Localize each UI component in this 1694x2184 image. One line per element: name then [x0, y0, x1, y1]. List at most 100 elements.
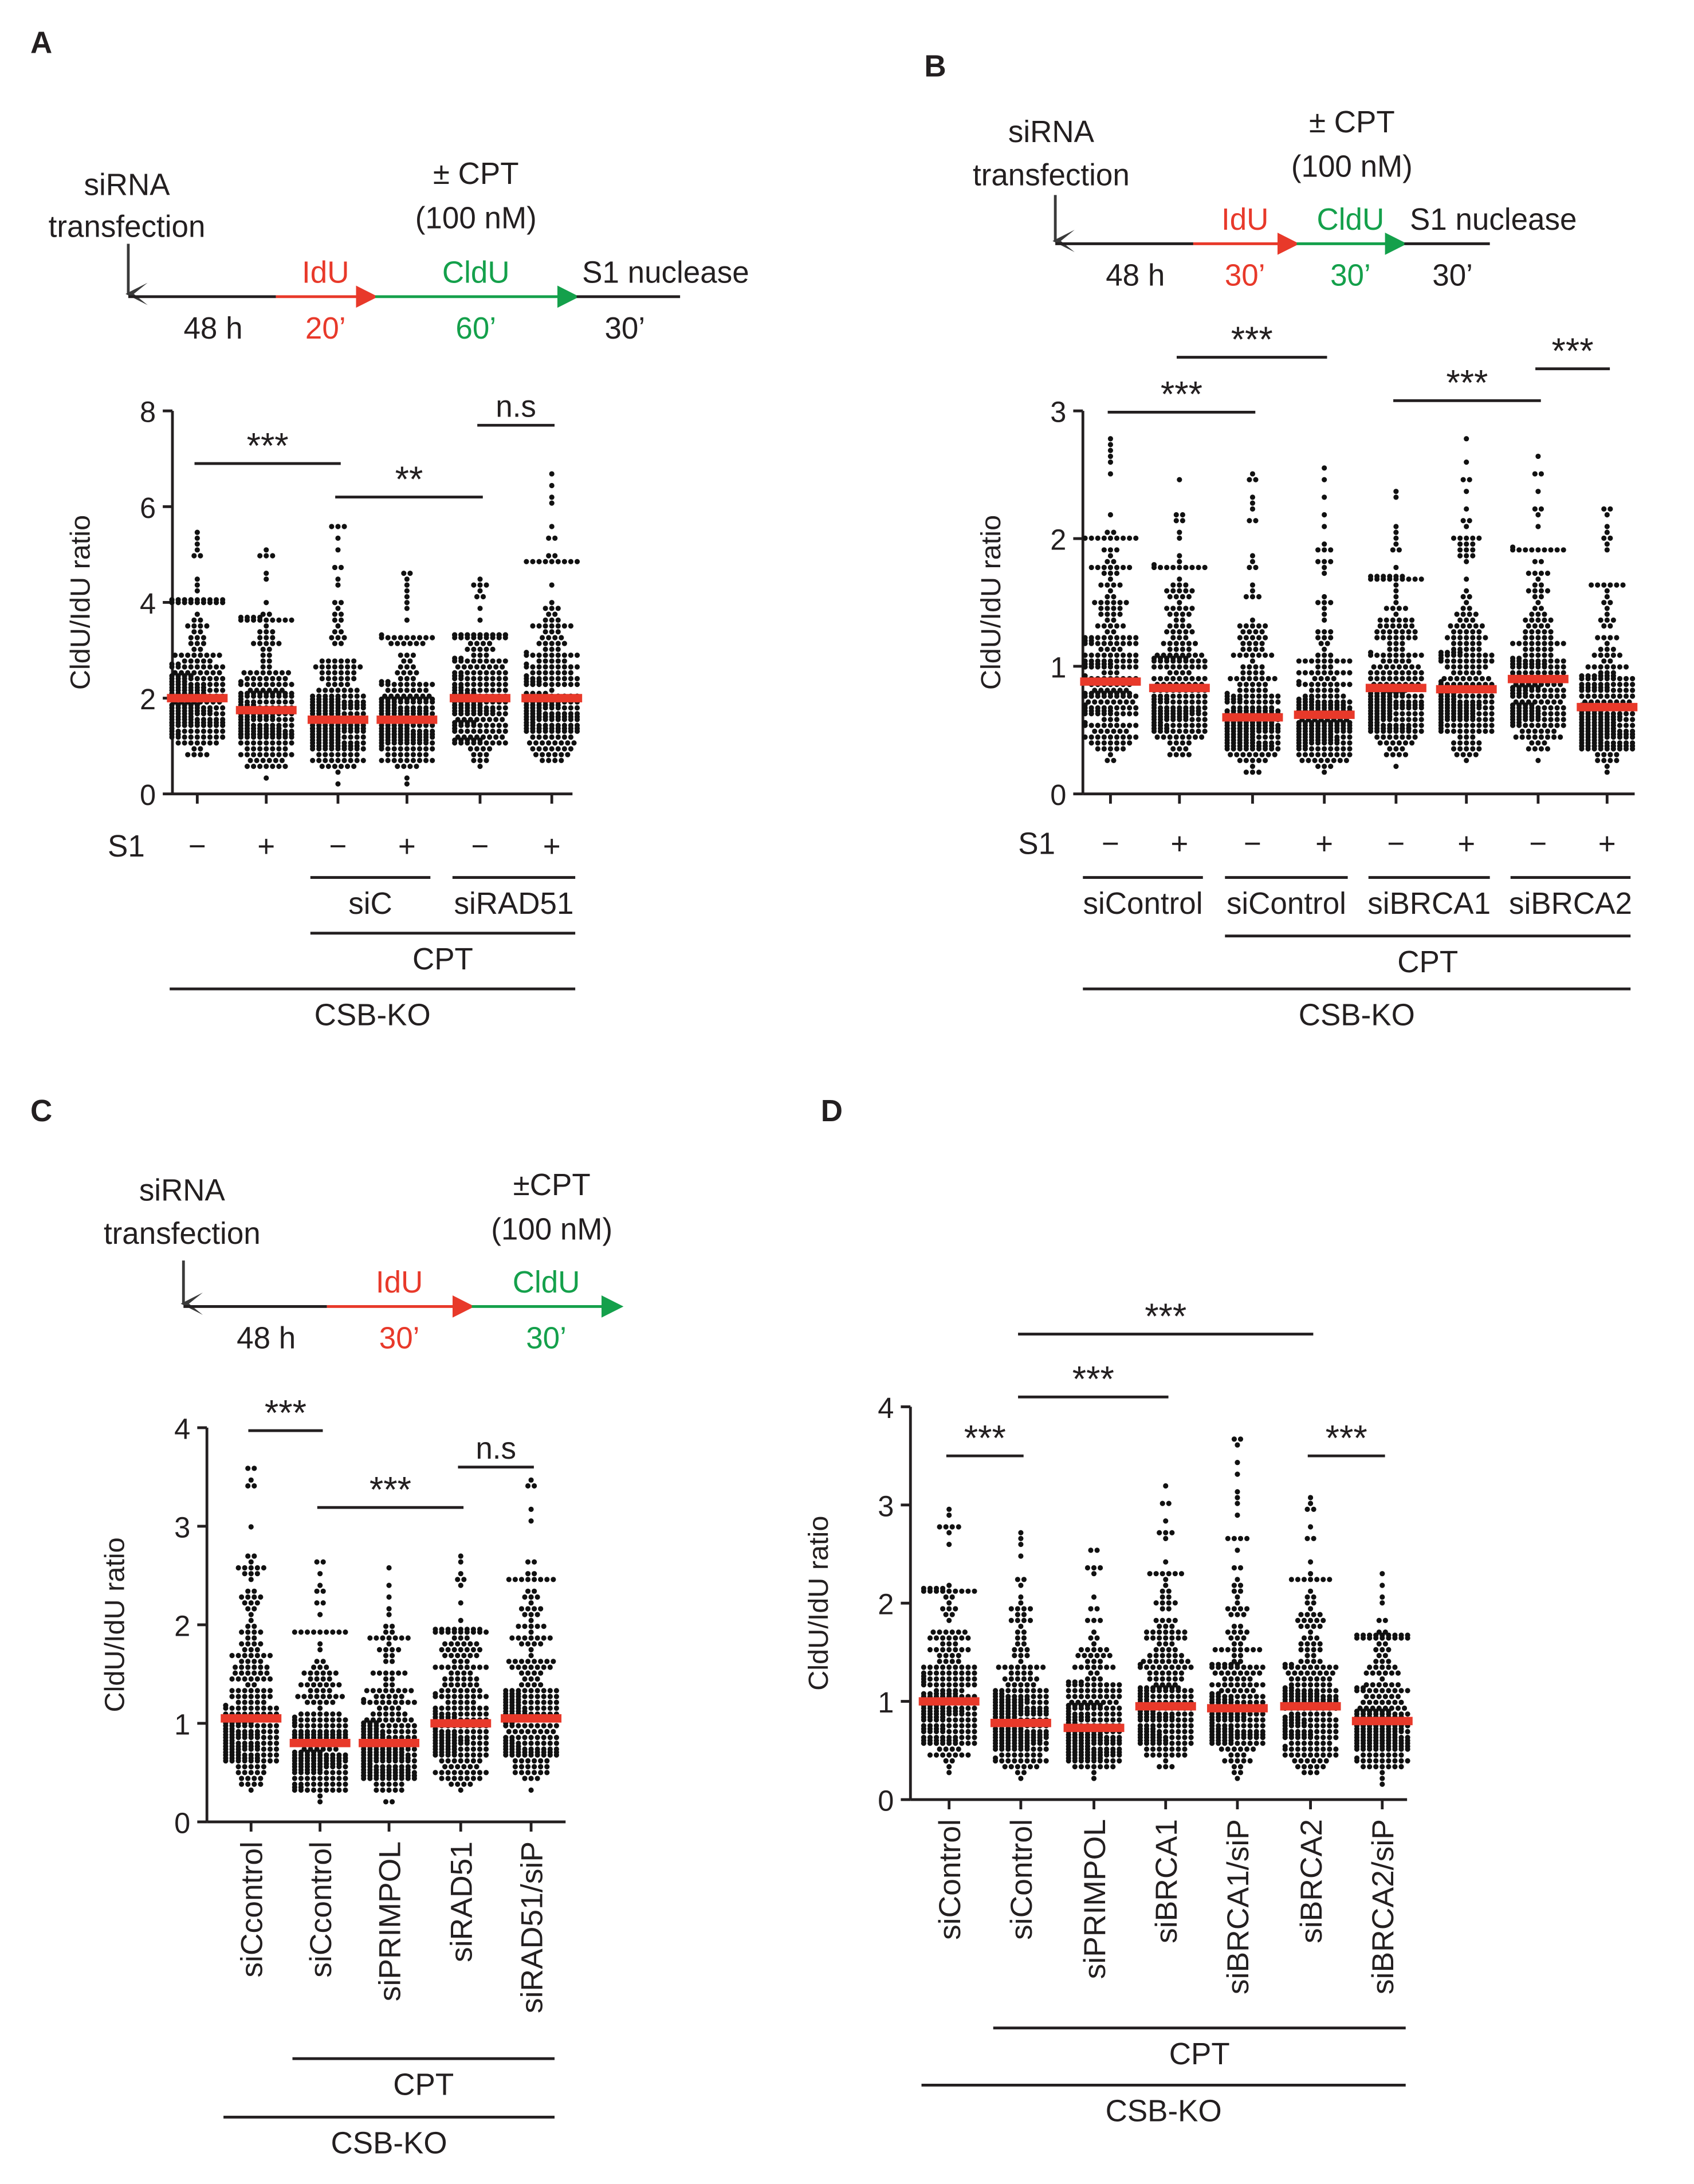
data-point: [404, 696, 410, 702]
data-point: [1476, 635, 1482, 641]
data-point: [465, 708, 470, 714]
data-point: [320, 1676, 326, 1682]
data-point: [503, 1696, 509, 1703]
data-point: [251, 1682, 257, 1688]
data-point: [1107, 553, 1113, 559]
data-point: [1296, 702, 1302, 708]
data-point: [1256, 699, 1262, 705]
data-point: [1322, 477, 1327, 482]
data-point: [503, 1708, 509, 1714]
data-point: [1237, 623, 1243, 629]
data-point: [310, 1711, 317, 1717]
data-point: [1247, 564, 1252, 571]
data-point: [458, 1752, 463, 1758]
data-point: [1202, 705, 1208, 711]
data-point: [1170, 746, 1176, 752]
data-point: [959, 1588, 965, 1594]
data-point: [251, 740, 257, 746]
data-point: [470, 1770, 476, 1776]
data-point: [1406, 717, 1412, 722]
data-point: [1322, 524, 1327, 529]
data-point: [458, 1600, 463, 1606]
data-point: [458, 1664, 463, 1670]
data-point: [207, 740, 213, 746]
scheme-step-duration: 20’: [305, 312, 346, 345]
data-point: [310, 1787, 317, 1793]
data-point: [169, 661, 175, 667]
data-point: [530, 623, 536, 629]
data-point: [544, 1770, 550, 1776]
data-point: [538, 1641, 544, 1647]
data-point: [220, 675, 226, 682]
data-point: [1183, 746, 1189, 752]
data-point: [1308, 702, 1315, 708]
data-point: [229, 1749, 235, 1755]
data-point: [1243, 688, 1249, 693]
data-point: [1202, 722, 1208, 728]
data-point: [1374, 708, 1380, 714]
data-point: [546, 611, 552, 617]
data-point: [1623, 722, 1629, 728]
data-point: [1105, 728, 1110, 734]
data-point: [1548, 658, 1554, 664]
data-point: [423, 757, 429, 764]
data-point: [244, 675, 250, 682]
data-point: [524, 559, 529, 564]
data-point: [1247, 641, 1252, 646]
data-point: [229, 1738, 235, 1743]
data-point: [1111, 757, 1117, 764]
data-point: [1107, 564, 1113, 571]
data-point: [574, 675, 580, 682]
data-point: [341, 757, 347, 764]
data-point: [298, 1682, 304, 1688]
data-point: [512, 1577, 518, 1582]
data-point: [188, 673, 194, 679]
data-point: [1396, 547, 1402, 553]
data-point: [1400, 711, 1405, 717]
data-point: [388, 641, 394, 646]
data-point: [343, 1732, 348, 1738]
data-point: [1117, 582, 1123, 588]
data-point: [1095, 734, 1100, 740]
data-point: [1393, 641, 1399, 646]
data-point: [458, 1659, 463, 1664]
data-point: [257, 746, 263, 752]
y-axis-title: CldU/IdU ratio: [976, 515, 1007, 690]
data-point: [276, 763, 282, 769]
data-point: [1247, 664, 1252, 670]
data-point: [458, 1729, 463, 1734]
data-point: [1542, 629, 1547, 635]
data-point: [959, 1723, 965, 1729]
data-point: [1387, 708, 1393, 714]
data-point: [467, 641, 473, 646]
data-point: [329, 725, 335, 732]
data-point: [1114, 623, 1120, 629]
data-point: [1607, 600, 1613, 606]
data-point: [1595, 757, 1601, 764]
data-point: [1114, 722, 1120, 728]
data-point: [502, 675, 508, 682]
data-point: [1121, 711, 1126, 717]
data-points: [1296, 465, 1353, 775]
data-point: [386, 1781, 392, 1787]
data-point: [1470, 617, 1476, 623]
data-point: [1117, 728, 1123, 734]
data-point: [261, 1565, 266, 1571]
data-point: [503, 1703, 509, 1708]
data-point: [1412, 728, 1418, 734]
data-point: [1328, 682, 1334, 688]
data-point: [1381, 658, 1386, 664]
data-point: [379, 737, 384, 743]
data-point: [528, 1688, 534, 1694]
data-point: [953, 1682, 958, 1688]
data-point: [1315, 725, 1321, 732]
data-point: [461, 1682, 467, 1688]
data-point: [532, 1659, 537, 1664]
data-point: [518, 1659, 525, 1664]
data-point: [433, 1664, 438, 1670]
data-point: [458, 737, 464, 743]
data-point: [1367, 702, 1374, 708]
data-point: [423, 732, 429, 737]
data-point: [552, 535, 558, 541]
data-point: [1479, 623, 1485, 629]
